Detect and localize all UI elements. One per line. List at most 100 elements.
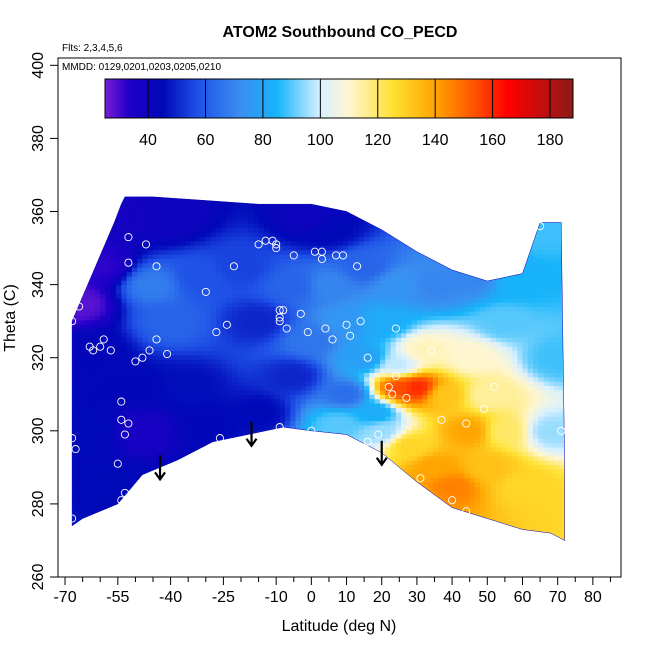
- heatmap-cell: [168, 468, 175, 474]
- heatmap-cell: [306, 389, 312, 395]
- heatmap-cell: [163, 271, 170, 277]
- heatmap-cell: [369, 227, 376, 233]
- heatmap-cell: [348, 240, 355, 246]
- heatmap-cell: [142, 495, 149, 501]
- heatmap-cell: [284, 367, 291, 373]
- heatmap-cell: [126, 275, 133, 281]
- heatmap-cell: [73, 438, 80, 444]
- heatmap-cell: [306, 495, 312, 501]
- heatmap-cell: [248, 196, 254, 198]
- heatmap-cell: [316, 521, 323, 527]
- heatmap-cell: [200, 245, 207, 251]
- heatmap-cell: [263, 315, 270, 321]
- heatmap-cell: [379, 267, 386, 273]
- heatmap-cell: [337, 337, 344, 343]
- heatmap-cell: [100, 385, 107, 391]
- heatmap-cell: [189, 429, 196, 435]
- heatmap-cell: [142, 346, 149, 351]
- heatmap-cell: [84, 398, 91, 404]
- heatmap-cell: [358, 267, 365, 273]
- heatmap-cell: [116, 473, 122, 479]
- heatmap-cell: [242, 525, 249, 531]
- heatmap-cell: [369, 267, 376, 273]
- heatmap-cell: [253, 346, 260, 351]
- heatmap-cell: [84, 403, 91, 409]
- heatmap-cell: [121, 508, 128, 514]
- heatmap-cell: [174, 205, 180, 211]
- heatmap-cell: [79, 231, 85, 237]
- heatmap-cell: [374, 249, 381, 255]
- heatmap-cell: [195, 468, 202, 474]
- heatmap-cell: [364, 486, 371, 492]
- heatmap-cell: [348, 258, 355, 264]
- heatmap-cell: [269, 503, 276, 509]
- heatmap-cell: [174, 381, 180, 387]
- heatmap-cell: [126, 196, 133, 202]
- heatmap-cell: [132, 543, 138, 548]
- heatmap-cell: [216, 464, 223, 470]
- heatmap-cell: [385, 337, 392, 343]
- heatmap-cell: [284, 328, 291, 334]
- heatmap-cell: [232, 363, 239, 369]
- heatmap-cell: [105, 337, 112, 343]
- heatmap-cell: [379, 424, 386, 430]
- heatmap-cell: [184, 429, 191, 435]
- heatmap-cell: [174, 385, 180, 391]
- heatmap-cell: [379, 517, 386, 523]
- heatmap-cell: [385, 280, 392, 286]
- heatmap-cell: [353, 521, 360, 527]
- heatmap-cell: [179, 306, 186, 312]
- heatmap-cell: [73, 245, 80, 251]
- heatmap-cell: [242, 267, 249, 273]
- heatmap-cell: [358, 394, 365, 400]
- heatmap-cell: [184, 416, 191, 422]
- heatmap-cell: [211, 223, 217, 229]
- heatmap-cell: [369, 240, 376, 246]
- heatmap-cell: [263, 341, 270, 347]
- heatmap-cell: [72, 372, 75, 378]
- heatmap-cell: [163, 411, 170, 417]
- heatmap-cell: [284, 240, 291, 246]
- heatmap-cell: [316, 451, 323, 457]
- heatmap-cell: [290, 525, 297, 531]
- heatmap-cell: [131, 293, 138, 299]
- heatmap-cell: [105, 499, 112, 505]
- heatmap-cell: [84, 538, 91, 541]
- heatmap-cell: [179, 253, 186, 259]
- heatmap-cell: [179, 205, 186, 211]
- heatmap-cell: [242, 398, 249, 404]
- heatmap-cell: [137, 464, 144, 470]
- heatmap-cell: [84, 231, 91, 237]
- heatmap-cell: [221, 486, 228, 492]
- heatmap-cell: [358, 284, 365, 290]
- heatmap-cell: [100, 236, 107, 242]
- heatmap-cell: [248, 394, 254, 400]
- heatmap-cell: [353, 367, 360, 373]
- heatmap-cell: [148, 188, 154, 193]
- heatmap-cell: [295, 341, 302, 347]
- heatmap-cell: [163, 438, 170, 444]
- heatmap-cell: [94, 324, 101, 330]
- heatmap-cell: [84, 267, 91, 273]
- heatmap-cell: [131, 328, 138, 334]
- heatmap-cell: [258, 534, 265, 540]
- heatmap-cell: [200, 363, 207, 369]
- heatmap-cell: [137, 473, 144, 479]
- heatmap-cell: [200, 512, 207, 518]
- heatmap-cell: [348, 223, 355, 229]
- heatmap-cell: [348, 424, 355, 430]
- heatmap-cell: [337, 499, 344, 505]
- heatmap-cell: [290, 293, 297, 299]
- heatmap-cell: [158, 214, 165, 220]
- heatmap-cell: [369, 288, 376, 294]
- heatmap-cell: [184, 538, 191, 541]
- heatmap-cell: [189, 433, 196, 439]
- heatmap-cell: [179, 328, 186, 334]
- heatmap-cell: [348, 236, 355, 242]
- heatmap-cell: [226, 332, 233, 338]
- heatmap-cell: [358, 359, 365, 365]
- heatmap-cell: [89, 442, 96, 448]
- heatmap-cell: [79, 328, 85, 334]
- heatmap-cell: [226, 468, 233, 474]
- heatmap-cell: [216, 337, 223, 343]
